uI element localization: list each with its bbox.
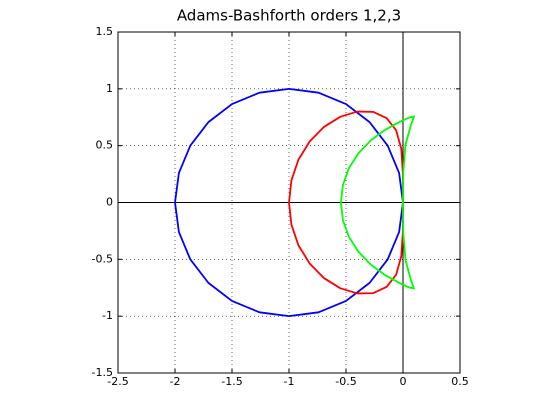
x-tick-label: -1 <box>284 375 295 388</box>
chart-title: Adams-Bashforth orders 1,2,3 <box>177 7 401 25</box>
x-tick-label: -1.5 <box>221 375 242 388</box>
y-tick-label: 1.5 <box>96 25 114 38</box>
y-tick-label: 0 <box>106 196 113 209</box>
curve <box>288 110 404 295</box>
y-tick-label: -1.5 <box>92 366 113 379</box>
x-tick-label: 0 <box>400 375 407 388</box>
y-tick-label: -1 <box>102 309 113 322</box>
y-tick-label: 0.5 <box>96 139 114 152</box>
curve <box>339 115 415 290</box>
x-tick-label: -0.5 <box>335 375 356 388</box>
curve <box>174 87 404 318</box>
x-tick-label: 0.5 <box>451 375 469 388</box>
y-tick-label: 1 <box>106 82 113 95</box>
y-tick-label: -0.5 <box>92 252 113 265</box>
x-tick-label: -2 <box>170 375 181 388</box>
x-tick-label: -2.5 <box>107 375 128 388</box>
